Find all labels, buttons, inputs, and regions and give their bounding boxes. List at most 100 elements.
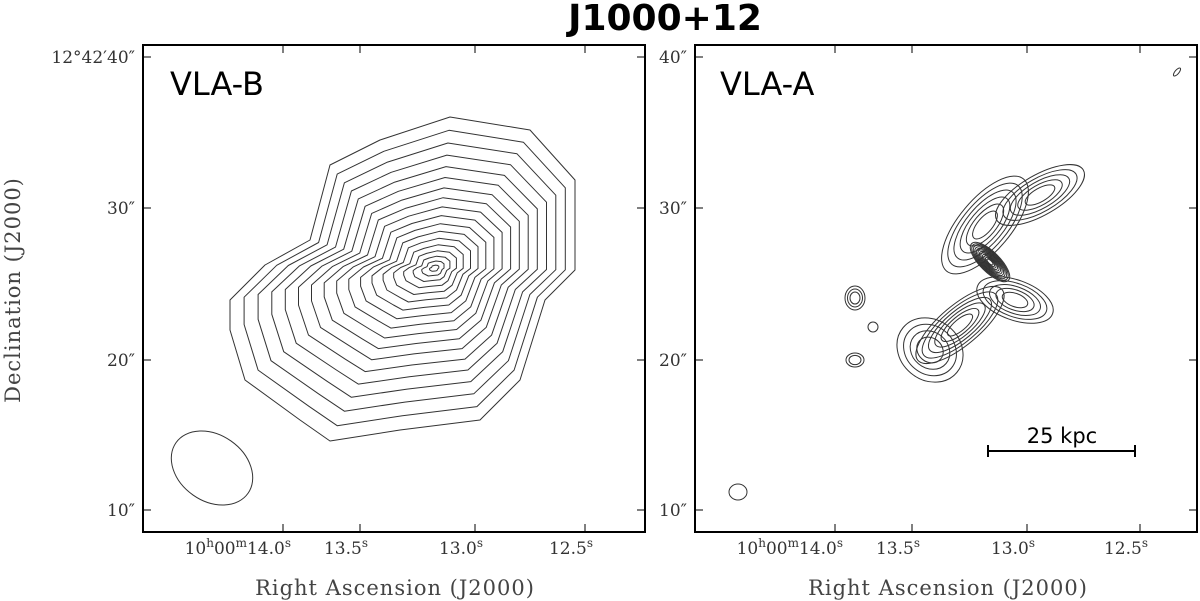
tick-number: 13.5: [324, 539, 362, 559]
contour: [271, 154, 547, 398]
y-tick-label: 20″: [659, 351, 687, 371]
tick-unit: s: [914, 536, 920, 550]
contour: [421, 260, 445, 277]
figure-title: J1000+12: [565, 0, 762, 39]
contour: [403, 250, 457, 289]
tick-unit: s: [1142, 536, 1148, 550]
y-tick-label: 10″: [659, 501, 687, 521]
x-tick-label: 13.5s: [876, 536, 920, 559]
contour: [1001, 291, 1029, 309]
contour: [867, 321, 879, 333]
contour: [976, 276, 1054, 324]
y-tick-label: 12°42′40″: [51, 48, 135, 68]
contour: [965, 203, 1005, 247]
contour: [969, 241, 1011, 283]
contour: [847, 288, 863, 308]
tick-number: 14.0: [247, 539, 285, 559]
tick-unit: s: [837, 536, 843, 550]
contour: [323, 197, 512, 350]
beam: [728, 483, 748, 501]
contour: [336, 206, 503, 339]
contour: [243, 129, 566, 427]
contour: [429, 264, 440, 272]
contour: [984, 256, 996, 268]
contour: [1017, 179, 1063, 211]
contour: [393, 244, 464, 295]
contour: [257, 142, 557, 412]
contour: [229, 116, 576, 442]
y-axis-title: Declination (J2000): [1, 177, 25, 403]
contour: [371, 230, 479, 311]
panel-label: VLA-B: [170, 65, 264, 103]
contour: [848, 354, 862, 366]
contour: [995, 164, 1085, 226]
tick-unit: h: [206, 536, 214, 550]
contour: [298, 177, 529, 373]
x-tick-label: 10h00m14.0s: [185, 536, 291, 559]
panel-frame: [142, 44, 646, 533]
x-axis-title: Right Ascension (J2000): [255, 576, 535, 600]
contour: [1024, 184, 1056, 206]
contour: [1002, 169, 1078, 221]
beam: [170, 430, 254, 506]
tick-number: 12.5: [1104, 539, 1142, 559]
contour: [412, 255, 451, 282]
contour: [849, 291, 861, 305]
x-tick-label: 13.0s: [439, 536, 483, 559]
contour: [382, 237, 471, 303]
contour: [845, 352, 865, 368]
tick-number: 13.0: [991, 539, 1029, 559]
tick-unit: s: [477, 536, 483, 550]
tick-number: 00: [766, 539, 788, 559]
contour: [928, 296, 992, 354]
tick-unit: s: [1029, 536, 1035, 550]
contour: [972, 210, 998, 240]
contour: [946, 313, 974, 337]
panel-label: VLA-A: [720, 65, 814, 103]
contour: [953, 189, 1017, 261]
tick-unit: s: [285, 536, 291, 550]
x-tick-label: 12.5s: [549, 536, 593, 559]
tick-unit: h: [758, 536, 766, 550]
contour: [989, 284, 1041, 316]
contour: [311, 187, 520, 361]
tick-number: 10: [185, 539, 207, 559]
y-tick-label: 30″: [107, 199, 135, 219]
contour: [284, 166, 538, 385]
contour: [903, 323, 957, 377]
contour: [959, 196, 1011, 254]
x-tick-label: 12.5s: [1104, 536, 1148, 559]
tick-number: 13.0: [439, 539, 477, 559]
contour: [348, 215, 495, 329]
contour: [360, 223, 487, 320]
contour: [940, 307, 980, 343]
tick-number: 14.0: [799, 539, 837, 559]
tick-number: 13.5: [876, 539, 914, 559]
x-axis-title: Right Ascension (J2000): [808, 576, 1088, 600]
tick-number: 12.5: [549, 539, 587, 559]
y-tick-label: 40″: [659, 48, 687, 68]
contour: [1009, 174, 1071, 216]
tick-unit: m: [788, 536, 800, 550]
x-tick-label: 13.0s: [991, 536, 1035, 559]
contour: [916, 336, 944, 364]
contour: [941, 175, 1029, 275]
contour: [978, 250, 1002, 274]
y-tick-label: 20″: [107, 351, 135, 371]
contour: [896, 317, 964, 383]
tick-unit: s: [587, 536, 593, 550]
tick-unit: m: [236, 536, 248, 550]
tick-number: 00: [214, 539, 236, 559]
contour: [974, 246, 1006, 278]
contour: [981, 253, 999, 271]
contours: [229, 116, 1085, 442]
x-tick-label: 10h00m14.0s: [737, 536, 843, 559]
beam: [1172, 67, 1182, 77]
contour: [975, 247, 1005, 277]
y-tick-label: 10″: [107, 501, 135, 521]
contour: [977, 249, 1003, 275]
contour: [971, 243, 1009, 281]
contour: [982, 280, 1048, 320]
tick-number: 10: [737, 539, 759, 559]
